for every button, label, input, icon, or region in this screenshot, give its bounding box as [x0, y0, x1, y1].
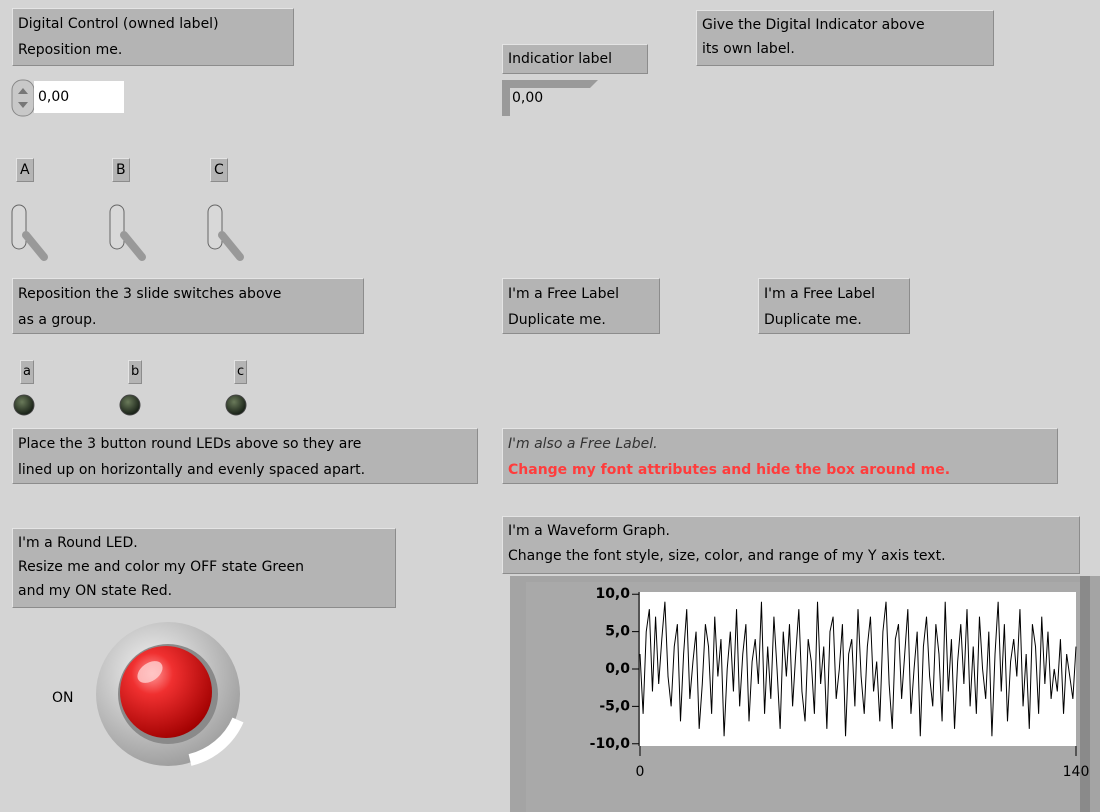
label-line: Change the font style, size, color, and …	[508, 548, 946, 564]
label-line: I'm a Free Label	[508, 286, 620, 302]
spinner[interactable]	[11, 79, 35, 117]
free-label[interactable]: Give the Digital Indicator above its own…	[696, 10, 994, 66]
label-line: I'm a Round LED.	[18, 535, 138, 551]
switch-label[interactable]: A	[16, 158, 34, 182]
owned-label[interactable]: I'm a Round LED. Resize me and color my …	[12, 528, 396, 608]
button-leds	[13, 394, 247, 416]
led[interactable]	[225, 394, 247, 416]
label-line: I'm also a Free Label.	[508, 436, 658, 452]
graph-label[interactable]: I'm a Waveform Graph. Change the font st…	[502, 516, 1080, 574]
waveform-graph: 10,0 5,0 0,0 -5,0 -10,0 0 140	[590, 586, 1090, 780]
label-line: I'm a Free Label	[764, 286, 876, 302]
led-label[interactable]: c	[234, 360, 248, 384]
label-line: Resize me and color my OFF state Green	[18, 559, 304, 575]
label-line: and my ON state Red.	[18, 583, 173, 599]
free-label[interactable]: Reposition the 3 slide switches above as…	[12, 278, 364, 334]
label-line: Digital Control (owned label)	[18, 16, 219, 32]
spinner-arrows	[18, 88, 28, 108]
switch[interactable]	[109, 204, 146, 261]
graph-edge	[1080, 576, 1090, 812]
round-led[interactable]	[96, 622, 244, 766]
led[interactable]	[119, 394, 141, 416]
label-line: Reposition me.	[18, 42, 123, 58]
label-line: its own label.	[702, 41, 795, 57]
label-line: Duplicate me.	[508, 312, 606, 328]
x-tick-label: 0	[636, 764, 645, 780]
y-tick-label: -5,0	[599, 698, 630, 714]
led-label[interactable]: b	[128, 360, 143, 384]
indicator-label[interactable]: Indicatior label	[502, 44, 648, 74]
free-label[interactable]: I'm a Free Label Duplicate me.	[758, 278, 910, 334]
indicator-bevel	[502, 80, 598, 116]
switch-label[interactable]: B	[112, 158, 130, 182]
free-label[interactable]: I'm a Free Label Duplicate me.	[502, 278, 660, 334]
switch-label[interactable]: C	[210, 158, 228, 182]
styled-free-label[interactable]: I'm also a Free Label. Change my font at…	[502, 428, 1058, 484]
y-tick-label: 10,0	[595, 586, 630, 602]
label-line: Duplicate me.	[764, 312, 862, 328]
label-line: Reposition the 3 slide switches above	[18, 286, 282, 302]
free-label[interactable]: Place the 3 button round LEDs above so t…	[12, 428, 478, 484]
x-tick-label: 140	[1063, 764, 1090, 780]
led-label[interactable]: a	[20, 360, 34, 384]
led-state-text: ON	[52, 690, 74, 706]
label-line: Give the Digital Indicator above	[702, 17, 925, 33]
switch[interactable]	[207, 204, 244, 261]
y-tick-label: 0,0	[605, 661, 630, 677]
label-line: Change my font attributes and hide the b…	[508, 462, 951, 478]
numeric-control[interactable]: 0,00	[34, 81, 124, 113]
y-tick-label: 5,0	[605, 624, 630, 640]
label-line: as a group.	[18, 312, 97, 328]
label-line: I'm a Waveform Graph.	[508, 523, 671, 539]
led[interactable]	[13, 394, 35, 416]
y-tick-label: -10,0	[590, 736, 631, 752]
label-line: lined up on horizontally and evenly spac…	[18, 462, 366, 478]
owned-label[interactable]: Digital Control (owned label) Reposition…	[12, 8, 294, 66]
numeric-indicator: 0,00	[512, 90, 544, 106]
waveform	[639, 601, 1077, 737]
switch[interactable]	[11, 204, 48, 261]
label-line: Place the 3 button round LEDs above so t…	[18, 436, 362, 452]
slide-switches	[11, 204, 244, 261]
